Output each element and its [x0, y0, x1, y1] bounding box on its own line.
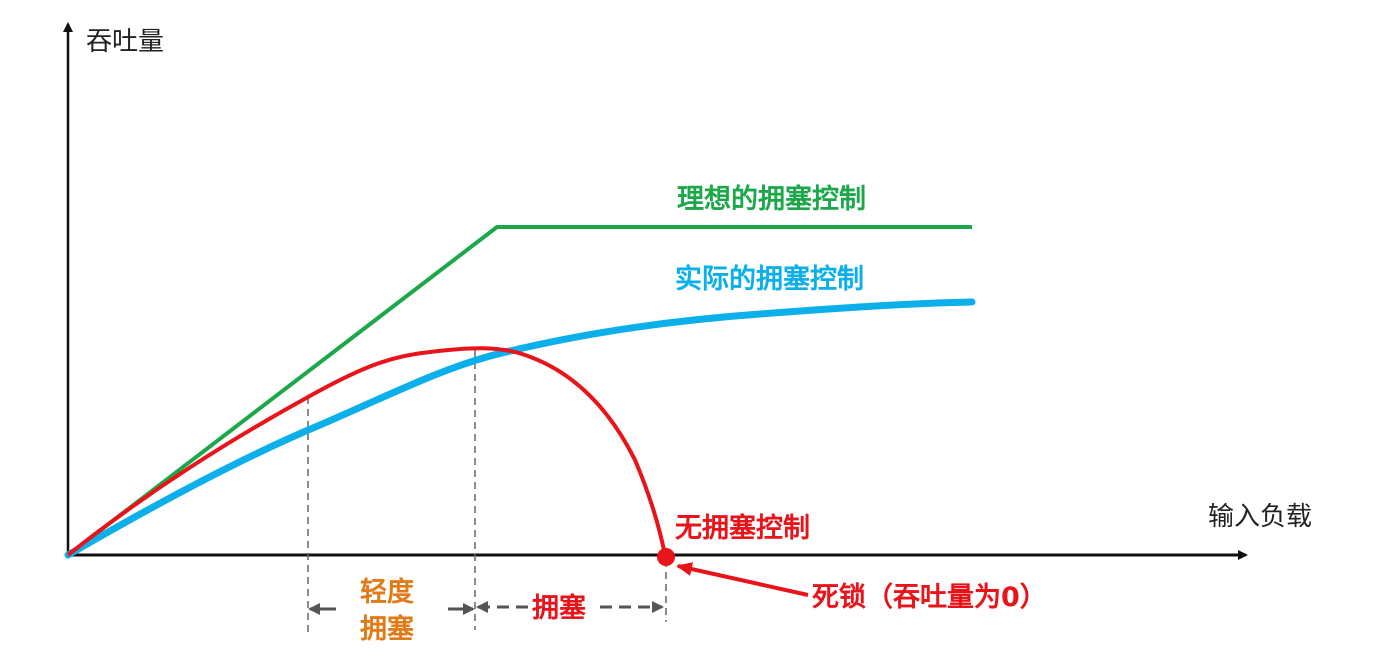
ideal-curve-label: 理想的拥塞控制: [677, 183, 866, 215]
light-congestion-label-2: 拥塞: [360, 613, 414, 645]
deadlock-label: 死锁（吞吐量为0）: [812, 581, 1047, 613]
no-control-curve-label: 无拥塞控制: [675, 512, 810, 544]
congestion-label: 拥塞: [532, 592, 586, 624]
deadlock-arrow: [676, 562, 809, 597]
light-congestion-label-1: 轻度: [360, 576, 414, 608]
y-axis-label: 吞吐量: [86, 27, 164, 57]
x-axis-label: 输入负载: [1208, 502, 1312, 532]
no-control-curve: [66, 346, 667, 557]
actual-curve: [64, 298, 976, 559]
ideal-curve: [66, 225, 972, 557]
actual-curve-label: 实际的拥塞控制: [675, 263, 864, 295]
deadlock-point: [657, 548, 675, 566]
